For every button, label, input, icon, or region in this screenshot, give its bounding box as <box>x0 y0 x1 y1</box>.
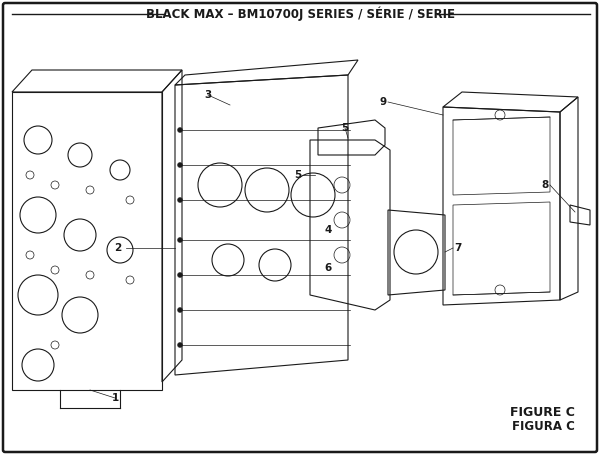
Circle shape <box>178 273 182 278</box>
Text: 1: 1 <box>112 393 119 403</box>
Text: 2: 2 <box>115 243 122 253</box>
Text: 6: 6 <box>325 263 332 273</box>
Circle shape <box>178 308 182 313</box>
Circle shape <box>178 127 182 132</box>
Text: FIGURE C: FIGURE C <box>510 406 575 420</box>
Circle shape <box>178 197 182 202</box>
Text: 8: 8 <box>541 180 548 190</box>
Text: 7: 7 <box>454 243 461 253</box>
Text: FIGURA C: FIGURA C <box>512 420 575 434</box>
Text: 4: 4 <box>325 225 332 235</box>
Text: 9: 9 <box>379 97 386 107</box>
Text: 5: 5 <box>295 170 302 180</box>
Text: 5: 5 <box>341 123 349 133</box>
Circle shape <box>178 238 182 243</box>
Circle shape <box>178 343 182 348</box>
Circle shape <box>178 162 182 167</box>
Text: 3: 3 <box>205 90 212 100</box>
Text: BLACK MAX – BM10700J SERIES / SÉRIE / SERIE: BLACK MAX – BM10700J SERIES / SÉRIE / SE… <box>146 7 455 21</box>
